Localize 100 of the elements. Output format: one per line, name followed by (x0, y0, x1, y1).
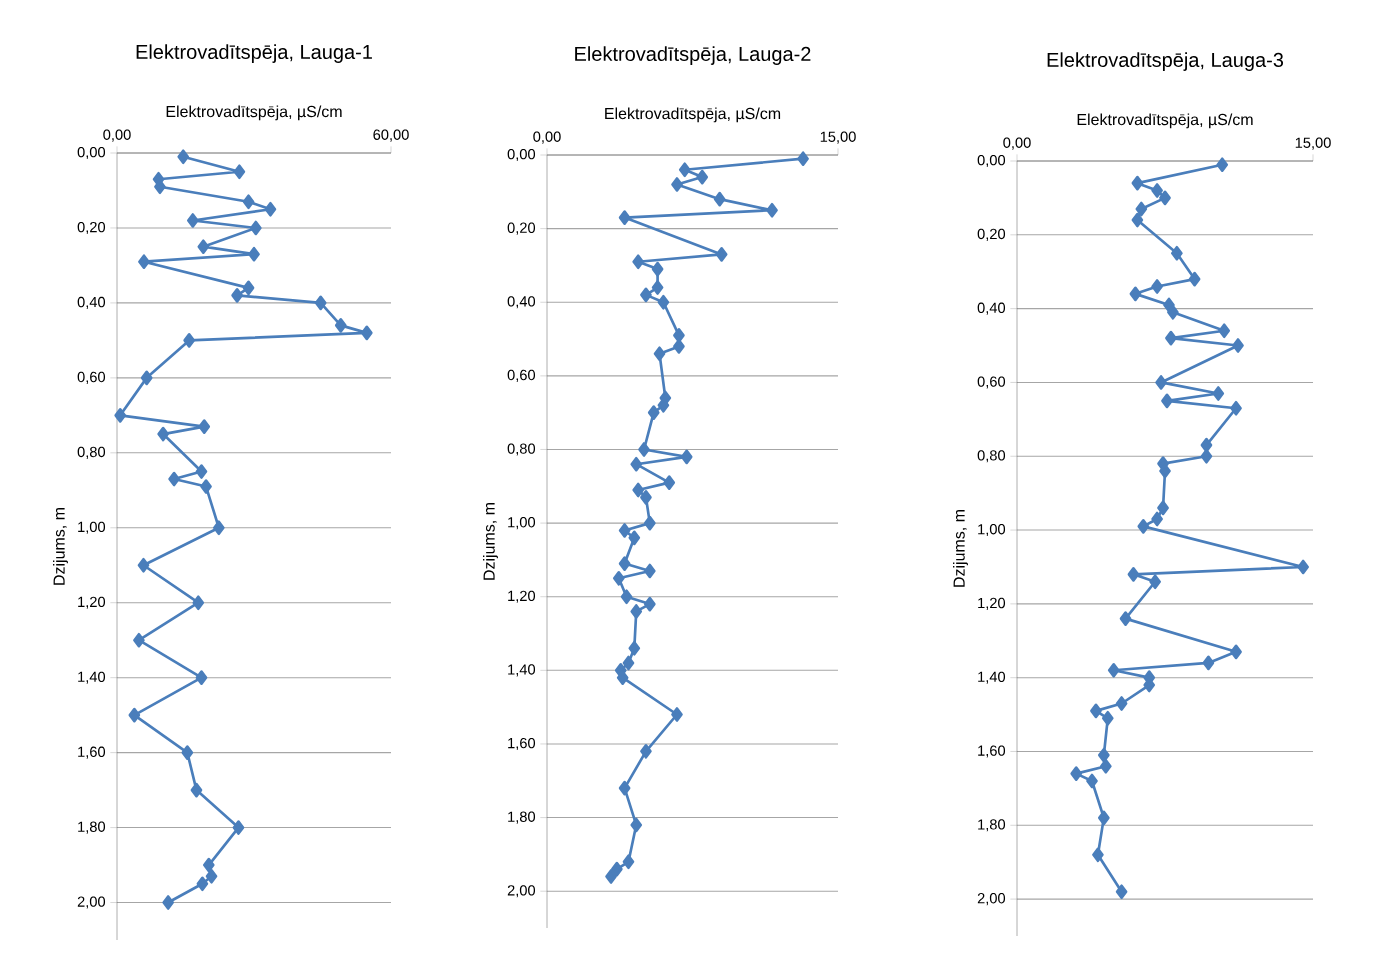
point (618, 780, 631, 796)
point (630, 817, 643, 833)
y-tick-label: 0,40 (507, 296, 536, 309)
point (231, 288, 243, 303)
point (640, 489, 652, 505)
point (643, 563, 656, 579)
x-tick-label: 15,00 (1295, 137, 1331, 150)
point (1131, 175, 1144, 191)
y-tick-label: 0,80 (77, 446, 106, 459)
point (715, 247, 728, 262)
y-axis-title: Dzijums, m (483, 503, 498, 580)
point (162, 895, 174, 910)
point (1161, 393, 1173, 409)
x-tick-label: 0,00 (1003, 137, 1031, 150)
point (671, 177, 683, 192)
chart-title: Elektrovadītspēja, Lauga-1 (136, 44, 372, 63)
y-tick-label: 0,80 (507, 443, 536, 456)
point (196, 876, 209, 892)
point (713, 191, 726, 207)
point (657, 294, 670, 310)
point (1149, 574, 1161, 590)
point (360, 325, 373, 341)
y-tick-label: 0,00 (977, 154, 1006, 168)
point (140, 370, 153, 386)
point (622, 854, 635, 870)
point (197, 239, 210, 255)
point (628, 640, 641, 656)
x-axis-title: Elektrovadītspēja, µS/cm (166, 105, 342, 121)
point (186, 213, 199, 228)
chart-title: Elektrovadītspēja, Lauga-3 (1047, 52, 1284, 71)
point (680, 449, 693, 465)
point (1297, 559, 1309, 575)
point (314, 295, 327, 311)
point (651, 280, 664, 295)
y-tick-label: 0,60 (77, 371, 106, 384)
x-axis-title: Elektrovadītspēja, µS/cm (605, 107, 781, 123)
y-tick-label: 1,20 (978, 597, 1006, 610)
point (663, 475, 676, 490)
point (632, 254, 645, 270)
y-tick-label: 0,40 (77, 296, 106, 309)
point (195, 670, 208, 686)
point (1155, 375, 1167, 390)
point (195, 464, 208, 479)
point (640, 287, 652, 303)
x-tick-label: 15,00 (820, 131, 856, 144)
x-axis-title: Elektrovadītspēja, µS/cm (1077, 113, 1253, 129)
point (630, 456, 643, 472)
point (653, 346, 666, 362)
point (605, 869, 617, 884)
point (249, 220, 262, 236)
point (138, 254, 150, 270)
point (1212, 386, 1225, 401)
point (1216, 157, 1229, 173)
y-tick-label: 2,00 (977, 893, 1006, 906)
point (628, 530, 641, 546)
point (611, 861, 623, 877)
point (612, 570, 625, 586)
x-tick-label: 60,00 (373, 129, 409, 142)
point (632, 482, 645, 498)
point (1131, 212, 1144, 228)
point (1230, 644, 1242, 660)
y-tick-label: 1,80 (508, 811, 536, 824)
point (133, 632, 145, 648)
point (1159, 190, 1171, 206)
y-tick-label: 1,00 (78, 521, 106, 534)
point (205, 868, 218, 884)
point (673, 328, 685, 343)
point (181, 745, 194, 760)
point (1119, 611, 1132, 626)
point (1086, 773, 1098, 789)
point (651, 261, 664, 277)
point (202, 857, 215, 873)
y-tick-label: 0,20 (507, 222, 536, 235)
point (1230, 400, 1242, 416)
y-tick-label: 1,40 (508, 664, 536, 677)
point (640, 743, 652, 759)
point (647, 405, 660, 421)
y-tick-label: 1,20 (508, 590, 536, 603)
point (168, 471, 180, 487)
point (1101, 710, 1114, 726)
point (1165, 330, 1177, 346)
point (157, 426, 169, 442)
chart-title: Elektrovadītspēja, Lauga-2 (575, 46, 811, 65)
point (1098, 810, 1110, 826)
point (1099, 758, 1112, 774)
point (1218, 323, 1231, 339)
y-tick-label: 1,40 (78, 671, 106, 684)
point (1090, 703, 1102, 719)
y-axis-title: Dzijums, m (53, 508, 68, 585)
point (678, 162, 691, 178)
point (797, 151, 809, 167)
y-tick-label: 0,00 (507, 148, 536, 162)
point (213, 520, 225, 536)
point (1151, 511, 1163, 527)
point (643, 596, 656, 612)
y-tick-label: 0,20 (77, 221, 106, 235)
y-tick-label: 1,60 (78, 746, 106, 759)
point (137, 557, 150, 573)
point (1200, 437, 1213, 453)
point (1137, 519, 1150, 534)
